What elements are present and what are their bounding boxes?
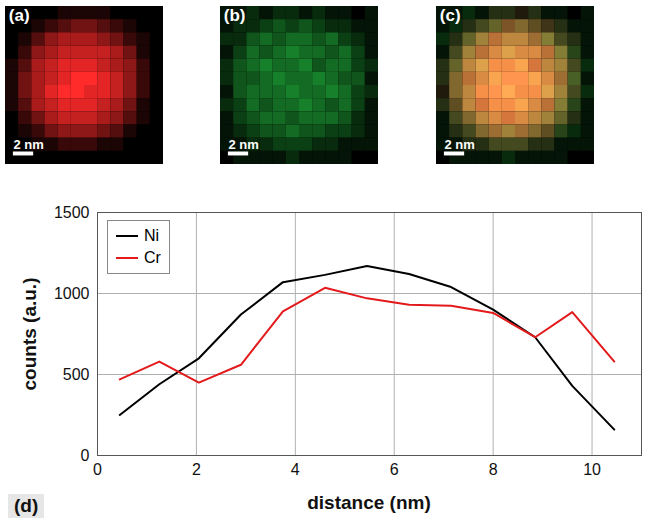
svg-text:(b): (b) [224, 6, 246, 25]
svg-text:2 nm: 2 nm [228, 137, 258, 152]
html-text:Ni: Ni [144, 227, 160, 244]
html-text:distance (nm): distance (nm) [307, 492, 431, 513]
html-text:(d): (d) [14, 495, 39, 516]
svg-text:1000: 1000 [54, 285, 90, 302]
svg-text:500: 500 [63, 366, 90, 383]
html-text:Cr: Cr [144, 249, 161, 266]
svg-text:6: 6 [390, 461, 399, 478]
svg-text:0: 0 [93, 461, 102, 478]
svg-text:10: 10 [583, 461, 601, 478]
svg-text:(c): (c) [440, 6, 461, 25]
svg-text:(a): (a) [9, 6, 30, 25]
svg-text:4: 4 [291, 461, 300, 478]
svg-text:8: 8 [489, 461, 498, 478]
svg-text:2 nm: 2 nm [13, 137, 43, 152]
svg-text:0: 0 [81, 447, 90, 464]
html-text:counts (a.u.): counts (a.u.) [19, 277, 40, 390]
svg-text:1500: 1500 [54, 204, 90, 221]
svg-text:2: 2 [192, 461, 201, 478]
svg-text:2 nm: 2 nm [444, 137, 474, 152]
